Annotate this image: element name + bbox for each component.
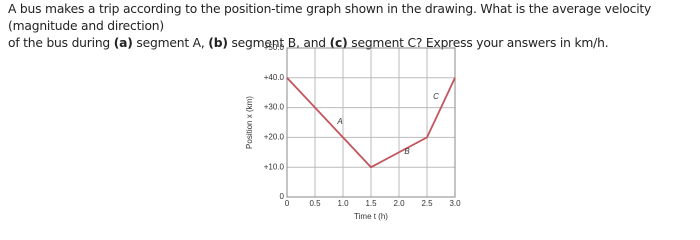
x-tick-label: 1.0 [337, 199, 349, 208]
segment-label: B [404, 147, 410, 156]
x-tick-label: 0 [285, 199, 290, 208]
question-text: (a) [113, 36, 133, 50]
x-axis-label: Time t (h) [354, 212, 388, 221]
x-tick-label: 2.5 [421, 199, 433, 208]
question-text: of the bus during [8, 36, 114, 50]
y-tick-label: 0 [280, 192, 285, 201]
segment-label: C [433, 92, 439, 101]
x-tick-label: 0.5 [309, 199, 321, 208]
y-tick-label: +10.0 [264, 162, 285, 171]
plot-frame [286, 47, 456, 198]
y-tick-label: +50.0 [264, 43, 285, 52]
question-text: A bus makes a trip according to the posi… [8, 2, 652, 33]
y-tick-label: +20.0 [264, 133, 285, 142]
question-text: segment C? Express your answers in km/h. [347, 36, 609, 50]
x-tick-label: 1.5 [365, 199, 377, 208]
question-text: segment B, and [227, 36, 330, 50]
segment-label: A [336, 117, 342, 126]
x-tick-label: 2.0 [393, 199, 405, 208]
question-text: segment A, [132, 36, 209, 50]
question: A bus makes a trip according to the posi… [8, 1, 698, 52]
x-tick-label: 3.0 [449, 199, 461, 208]
y-tick-label: +40.0 [264, 73, 285, 82]
data-line [286, 77, 456, 169]
question-text: (c) [329, 36, 348, 50]
y-tick-label: +30.0 [264, 103, 285, 112]
y-axis-label: Position x (km) [245, 96, 254, 149]
question-text: (b) [208, 36, 228, 50]
